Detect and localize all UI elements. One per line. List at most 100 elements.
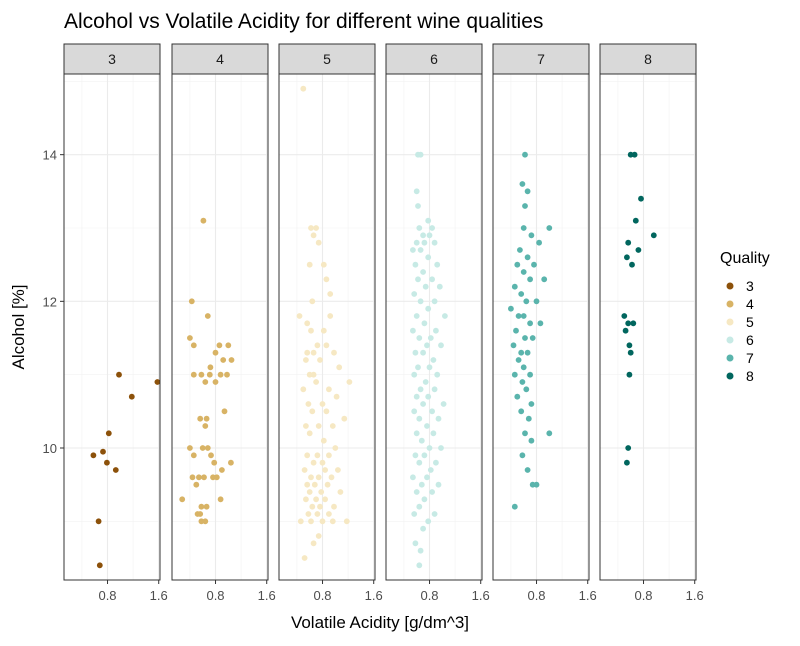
- data-point: [207, 364, 214, 371]
- data-point: [327, 313, 334, 319]
- data-point: [415, 276, 421, 283]
- data-point: [519, 379, 526, 385]
- data-point: [211, 459, 218, 466]
- x-tick-label: 1.6: [150, 588, 168, 603]
- data-point: [412, 540, 419, 547]
- data-point: [518, 291, 525, 297]
- data-point: [221, 408, 228, 415]
- data-point: [523, 386, 530, 393]
- data-point: [418, 437, 425, 444]
- data-point: [328, 474, 335, 481]
- legend-swatch: [726, 354, 734, 362]
- data-point: [410, 247, 416, 253]
- data-point: [527, 371, 533, 378]
- data-point: [306, 430, 313, 437]
- legend-label: 6: [746, 332, 754, 348]
- data-point: [522, 203, 528, 209]
- data-point: [411, 371, 418, 378]
- data-point: [422, 379, 429, 385]
- data-point: [315, 239, 322, 246]
- data-point: [515, 313, 522, 319]
- data-point: [314, 511, 321, 517]
- data-point: [416, 459, 423, 466]
- data-point: [308, 474, 314, 481]
- data-point: [104, 459, 110, 466]
- data-point: [190, 342, 197, 349]
- data-point: [95, 518, 102, 525]
- data-point: [413, 239, 420, 246]
- data-point: [212, 379, 219, 385]
- data-point: [417, 298, 424, 305]
- data-point: [197, 511, 204, 517]
- data-point: [524, 254, 531, 261]
- data-point: [326, 511, 332, 517]
- data-point: [420, 232, 426, 239]
- data-point: [528, 437, 535, 444]
- data-point: [421, 320, 428, 327]
- data-point: [309, 298, 316, 305]
- data-point: [424, 342, 430, 349]
- data-point: [625, 239, 632, 246]
- data-point: [426, 364, 433, 371]
- y-tick-label: 10: [43, 441, 57, 456]
- data-point: [541, 276, 548, 283]
- data-point: [425, 217, 432, 224]
- data-point: [524, 467, 531, 473]
- panel-border: [599, 73, 697, 581]
- legend-label: 3: [746, 278, 754, 294]
- data-point: [528, 401, 535, 407]
- data-point: [310, 232, 317, 239]
- data-point: [310, 371, 317, 378]
- data-point: [412, 261, 419, 268]
- data-point: [304, 349, 311, 356]
- data-point: [201, 474, 207, 481]
- data-point: [319, 459, 326, 466]
- data-point: [313, 379, 319, 385]
- data-point: [625, 320, 632, 327]
- data-point: [638, 195, 644, 202]
- data-point: [522, 335, 528, 341]
- data-point: [517, 247, 523, 253]
- data-point: [416, 415, 423, 422]
- data-point: [412, 452, 419, 459]
- y-tick-label: 12: [43, 294, 57, 309]
- facet-strip: [63, 43, 161, 75]
- legend-item-7: 7: [726, 350, 754, 366]
- data-point: [301, 467, 308, 473]
- data-point: [324, 481, 331, 488]
- data-point: [112, 467, 119, 473]
- data-point: [421, 239, 428, 246]
- data-point: [100, 448, 106, 455]
- data-point: [413, 188, 420, 195]
- legend-title: Quality: [720, 250, 770, 267]
- data-point: [303, 423, 309, 429]
- legend-label: 8: [746, 368, 754, 384]
- data-point: [208, 452, 214, 459]
- data-point: [198, 503, 205, 510]
- legend-swatch: [726, 318, 734, 326]
- data-point: [435, 415, 442, 422]
- data-point: [425, 305, 432, 312]
- x-tick-label: 0.8: [634, 588, 652, 603]
- x-tick-label: 1.6: [579, 588, 597, 603]
- data-point: [317, 503, 323, 510]
- data-point: [519, 181, 526, 187]
- data-point: [154, 379, 161, 385]
- data-point: [413, 430, 420, 437]
- facet-panel-4: 4 0.8 1.6: [171, 43, 276, 603]
- data-point: [533, 298, 540, 305]
- data-point: [429, 276, 435, 283]
- legend-swatch: [726, 282, 734, 290]
- data-point: [418, 481, 425, 488]
- panel-background: [493, 74, 589, 580]
- x-tick-label: 1.6: [686, 588, 704, 603]
- data-point: [519, 452, 526, 459]
- panel-border: [278, 73, 376, 581]
- data-point: [202, 518, 209, 525]
- data-point: [300, 85, 307, 92]
- data-point: [531, 261, 537, 268]
- data-point: [527, 276, 533, 283]
- data-point: [515, 357, 522, 363]
- data-point: [329, 518, 336, 525]
